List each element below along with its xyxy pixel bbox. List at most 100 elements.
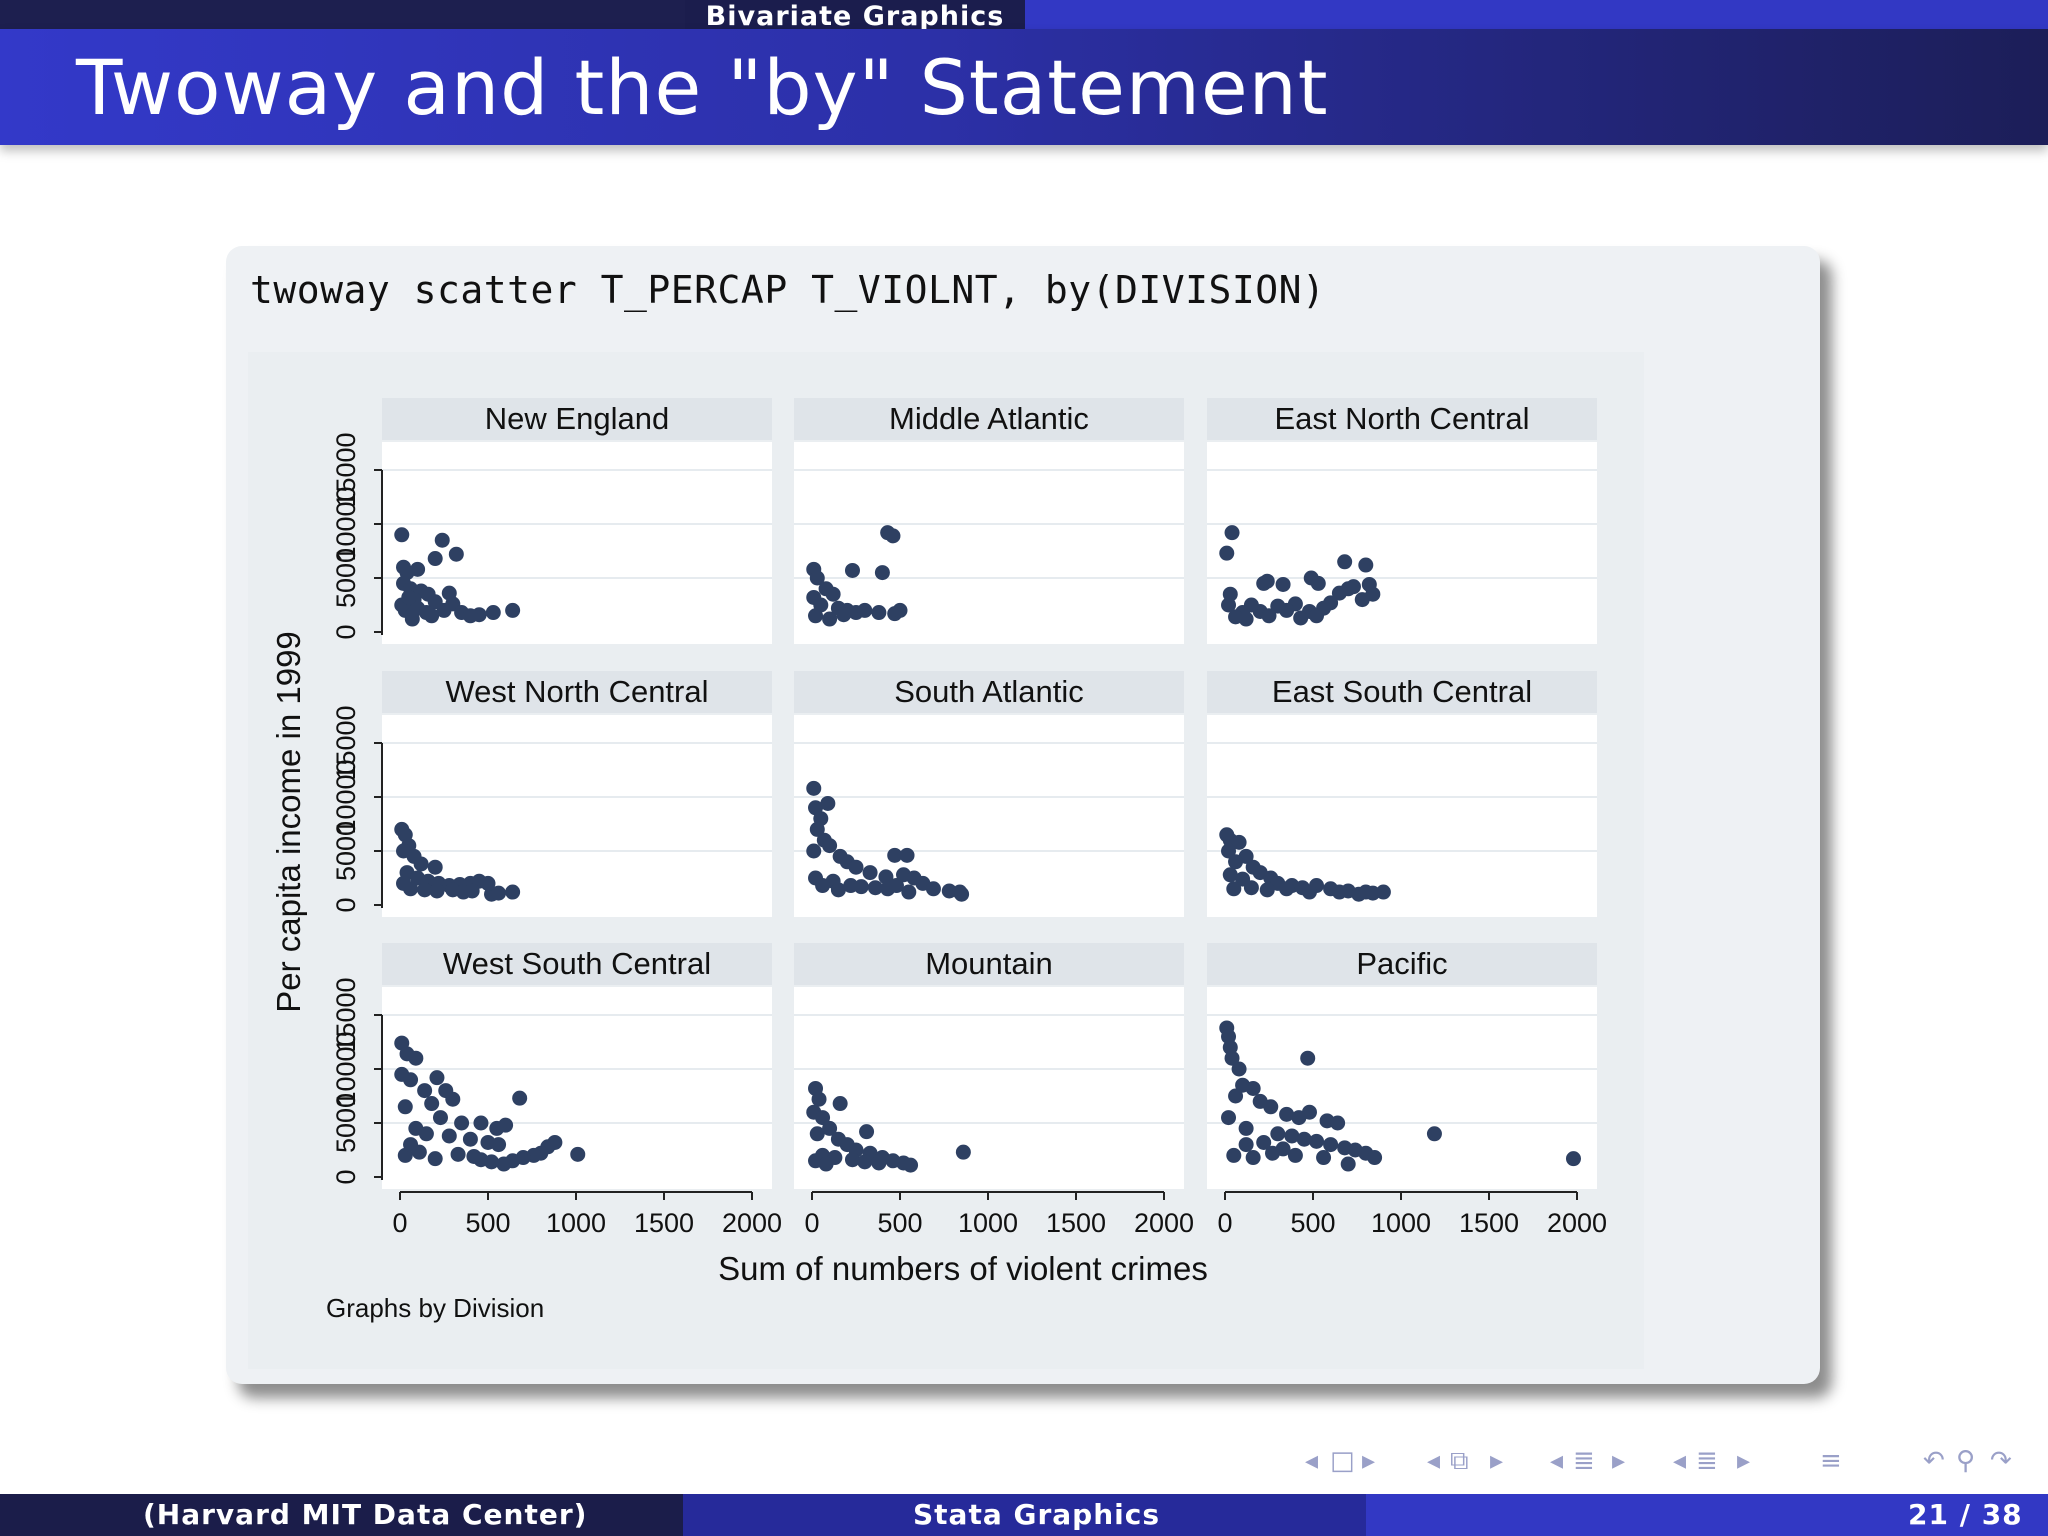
data-point: [844, 1152, 860, 1168]
data-point: [1358, 557, 1374, 573]
data-point: [473, 1115, 489, 1131]
panel-strip: [382, 943, 772, 985]
data-point: [417, 882, 433, 898]
data-point: [570, 1146, 586, 1162]
stata-command: twoway scatter T_PERCAP T_VIOLNT, by(DIV…: [250, 268, 1326, 312]
nav-frame-prev-icon[interactable]: ◂: [1305, 1446, 1319, 1476]
data-point: [857, 1154, 873, 1170]
graph-note: Graphs by Division: [326, 1293, 544, 1323]
data-point: [809, 821, 825, 837]
data-point: [1259, 882, 1275, 898]
data-point: [417, 1083, 433, 1099]
data-point: [1261, 608, 1277, 624]
x-tick-label: 2000: [1134, 1208, 1194, 1238]
y-tick-label: 15000: [331, 977, 361, 1052]
data-point: [1224, 1050, 1240, 1066]
footer-author[interactable]: (Harvard MIT Data Center): [143, 1498, 588, 1531]
data-point: [1565, 1151, 1581, 1167]
data-point: [1287, 1147, 1303, 1163]
data-point: [454, 1115, 470, 1131]
data-point: [1316, 1150, 1332, 1166]
data-point: [1224, 525, 1240, 541]
data-point: [434, 532, 450, 548]
data-point: [825, 586, 841, 602]
footer-left-segment: [0, 1494, 683, 1536]
nav-search-icon[interactable]: ⚲: [1956, 1446, 1976, 1476]
data-point: [830, 882, 846, 898]
nav-subsection-next-icon[interactable]: ▸: [1490, 1446, 1504, 1476]
panel-strip: [382, 398, 772, 440]
x-tick-label: 1000: [546, 1208, 606, 1238]
data-point: [1228, 1088, 1244, 1104]
nav-outline-prev-icon[interactable]: ◂: [1673, 1446, 1687, 1476]
y-tick-label: 15000: [331, 432, 361, 507]
data-point: [1375, 884, 1391, 900]
data-point: [878, 869, 894, 885]
data-point: [1256, 1134, 1272, 1150]
data-point: [1367, 1150, 1383, 1166]
panel-strip: [1207, 943, 1597, 985]
data-point: [1245, 1150, 1261, 1166]
y-tick-label: 10000: [331, 486, 361, 561]
y-tick-label: 0: [331, 897, 361, 912]
data-point: [809, 1126, 825, 1142]
footer-title[interactable]: Stata Graphics: [913, 1498, 1160, 1531]
data-point: [429, 1070, 445, 1086]
data-point: [1293, 610, 1309, 626]
data-point: [498, 1117, 514, 1133]
data-point: [1226, 881, 1242, 897]
data-point: [808, 870, 824, 886]
data-point: [1228, 854, 1244, 870]
nav-back-icon[interactable]: ↶: [1923, 1446, 1945, 1476]
data-point: [867, 880, 883, 896]
nav-frame-next-icon[interactable]: ▸: [1362, 1446, 1376, 1476]
data-point: [843, 878, 859, 894]
data-point: [1310, 575, 1326, 591]
data-point: [903, 1157, 919, 1173]
data-point: [1301, 1104, 1317, 1120]
data-point: [1238, 611, 1254, 627]
x-axis-title: Sum of numbers of violent crimes: [718, 1250, 1208, 1287]
data-point: [427, 551, 443, 567]
nav-section-prev-icon[interactable]: ◂: [1550, 1446, 1564, 1476]
data-point: [436, 602, 452, 618]
data-point: [429, 883, 445, 899]
nav-frame-icon[interactable]: □: [1330, 1446, 1355, 1476]
data-point: [450, 1146, 466, 1162]
data-point: [888, 878, 904, 894]
nav-outline-next-icon[interactable]: ▸: [1737, 1446, 1751, 1476]
nav-subsection-icon[interactable]: ⧉: [1450, 1446, 1469, 1476]
x-tick-label: 0: [1217, 1208, 1232, 1238]
data-point: [394, 527, 410, 543]
data-point: [448, 546, 464, 562]
nav-subsection-prev-icon[interactable]: ◂: [1427, 1446, 1441, 1476]
section-title[interactable]: Bivariate Graphics: [685, 0, 1025, 32]
data-point: [464, 883, 480, 899]
data-point: [1245, 1080, 1261, 1096]
data-point: [820, 795, 836, 811]
nav-outline-icon[interactable]: ≣: [1696, 1446, 1718, 1476]
data-point: [1226, 1147, 1242, 1163]
x-tick-label: 2000: [1547, 1208, 1607, 1238]
data-point: [1270, 1126, 1286, 1142]
data-point: [871, 1155, 887, 1171]
nav-doc-icon[interactable]: ≡: [1820, 1446, 1842, 1476]
data-point: [491, 885, 507, 901]
footer-center-segment: [683, 1494, 1366, 1536]
data-point: [424, 1096, 440, 1112]
data-point: [1323, 1137, 1339, 1153]
data-point: [808, 608, 824, 624]
data-point: [901, 884, 917, 900]
data-point: [859, 1124, 875, 1140]
nav-section-icon[interactable]: ≣: [1573, 1446, 1595, 1476]
data-point: [491, 1137, 507, 1153]
data-point: [836, 607, 852, 623]
data-point: [1219, 545, 1235, 561]
x-tick-label: 1500: [1046, 1208, 1106, 1238]
nav-section-next-icon[interactable]: ▸: [1612, 1446, 1626, 1476]
data-point: [822, 1120, 838, 1136]
y-tick-label: 5000: [331, 821, 361, 881]
nav-forward-icon[interactable]: ↷: [1990, 1446, 2012, 1476]
slide-title: Twoway and the "by" Statement: [76, 43, 1329, 132]
